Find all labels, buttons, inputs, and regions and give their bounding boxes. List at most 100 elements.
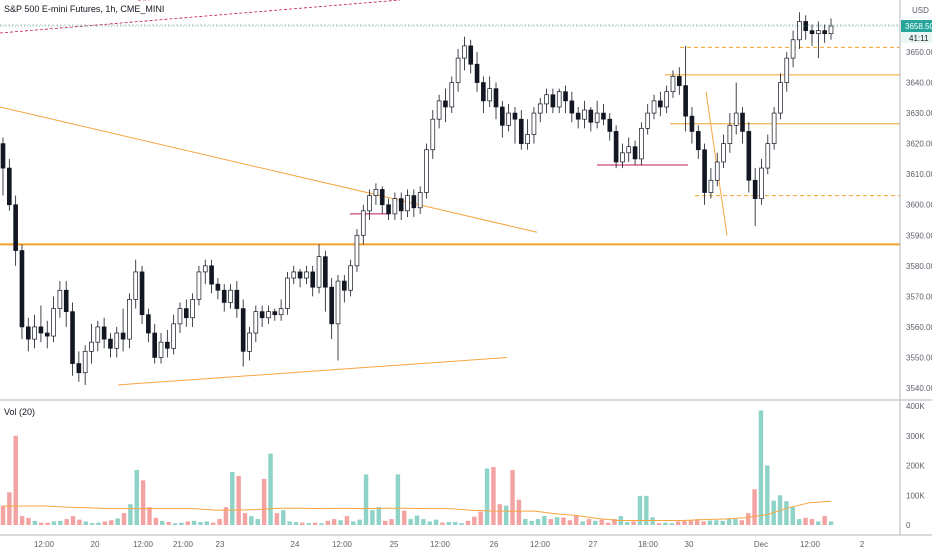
volume-bar	[109, 520, 114, 525]
candle	[689, 106, 695, 144]
trendline-lower[interactable]	[117, 356, 508, 386]
volume-bar	[128, 504, 133, 525]
price-tick-label: 3540.00	[906, 384, 932, 393]
volume-bar	[758, 410, 764, 525]
candle	[525, 119, 530, 150]
candle	[127, 293, 132, 349]
time-tick-label: 24	[291, 540, 300, 549]
volume-bar	[803, 517, 808, 525]
volume-bar	[351, 521, 356, 525]
candle	[816, 21, 821, 59]
candle	[721, 134, 726, 169]
volume-bar	[809, 519, 815, 525]
candle	[247, 326, 252, 361]
candle	[202, 259, 208, 285]
volume-bar	[765, 465, 770, 525]
volume-bar	[96, 522, 101, 525]
candle	[575, 106, 581, 129]
candle	[278, 299, 284, 321]
volume-bar	[249, 516, 254, 525]
volume-bar	[484, 468, 490, 525]
candle	[32, 314, 37, 349]
candle	[443, 88, 448, 123]
candle	[158, 333, 164, 364]
price-tick-label: 3650.00	[906, 48, 932, 57]
time-axis[interactable]: 12:00 20 12:00 21:00 23 24 12:00 25 12:00 26 12:00…	[0, 534, 932, 549]
candle	[304, 265, 309, 285]
time-tick-label: 21:00	[173, 540, 194, 549]
volume-bar	[816, 521, 821, 525]
trendline-upper[interactable]	[0, 106, 538, 233]
volume-bar	[561, 517, 566, 525]
volume-bar	[784, 501, 789, 525]
volume-bar	[402, 510, 407, 525]
candle	[44, 320, 50, 349]
candle	[695, 125, 701, 159]
time-tick-label: 18:00	[638, 540, 659, 549]
offscreen-trendline[interactable]	[0, 0, 401, 34]
candle	[89, 323, 94, 364]
candle	[234, 281, 240, 318]
candle	[797, 12, 802, 49]
volume-tick-label: 100K	[906, 491, 925, 500]
volume-bar	[191, 520, 197, 525]
candle	[259, 305, 265, 327]
volume-bar	[242, 513, 248, 525]
candle	[588, 106, 594, 132]
volume-bar	[230, 472, 235, 525]
drawing-annotations[interactable]	[0, 0, 900, 386]
volume-pane[interactable]: Vol (20)	[0, 407, 834, 525]
candle	[601, 103, 606, 126]
time-tick-label: 26	[490, 540, 499, 549]
candle	[209, 259, 214, 294]
volume-bar	[720, 520, 725, 525]
price-tick-label: 3600.00	[906, 201, 932, 210]
price-tick-label: 3570.00	[906, 292, 932, 301]
price-axis[interactable]: USD 3650.00 3640.00 3630.00 3620.00 3610.00 3…	[0, 0, 932, 535]
candle	[683, 45, 688, 132]
candle	[38, 305, 44, 343]
candle	[430, 110, 436, 159]
time-tick-label: 30	[685, 540, 694, 549]
volume-bar	[688, 520, 694, 525]
candle	[266, 305, 271, 324]
volume-bar	[503, 505, 509, 525]
candle	[500, 100, 505, 138]
volume-tick-label: 400K	[906, 402, 925, 411]
candle	[784, 52, 790, 92]
volume-bar	[529, 520, 534, 525]
volume-bar	[682, 520, 687, 525]
candle	[582, 100, 587, 129]
candle	[285, 271, 290, 315]
volume-bar	[331, 519, 337, 525]
candle	[221, 284, 227, 312]
time-tick-label: 27	[589, 540, 598, 549]
candle	[436, 94, 442, 129]
volume-bar	[357, 519, 362, 525]
volume-bar	[752, 489, 757, 525]
volume-bar	[306, 523, 311, 525]
volume-bar	[446, 522, 452, 525]
candle	[63, 281, 69, 327]
candle	[342, 274, 347, 303]
candle	[253, 305, 259, 343]
price-pane[interactable]: S&P 500 E-mini Futures, 1h, CME_MINI	[0, 0, 900, 386]
volume-bar	[599, 519, 604, 525]
time-tick-label: 12:00	[133, 540, 154, 549]
candle	[146, 308, 151, 343]
candle	[455, 48, 461, 92]
volume-bar	[0, 505, 6, 525]
volume-bar	[523, 519, 528, 525]
volume-bar	[554, 517, 560, 525]
candle	[329, 278, 334, 340]
candle	[518, 110, 524, 150]
volume-bar	[478, 511, 483, 525]
chart-title: S&P 500 E-mini Futures, 1h, CME_MINI	[4, 4, 164, 14]
volume-bar	[548, 519, 553, 525]
volume-bar	[83, 521, 89, 525]
candle	[152, 323, 158, 364]
volume-bar	[427, 521, 432, 525]
volume-bar	[223, 507, 229, 525]
volume-bar	[516, 499, 522, 525]
